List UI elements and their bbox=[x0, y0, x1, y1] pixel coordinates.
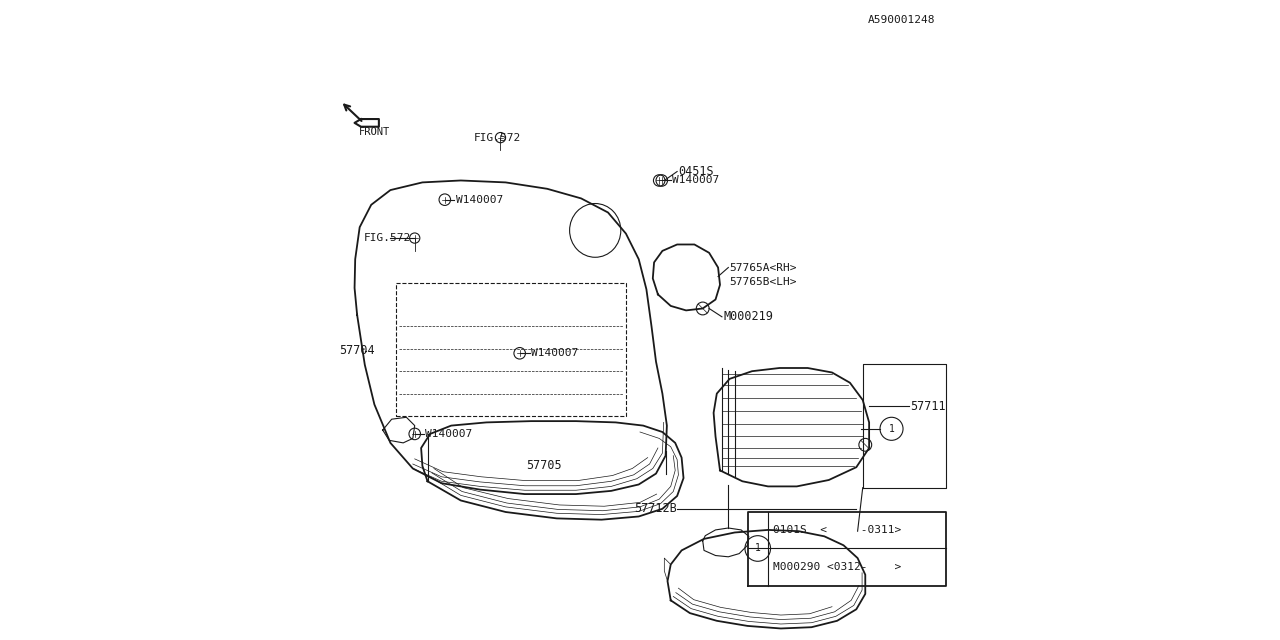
Text: 1: 1 bbox=[755, 543, 760, 554]
Text: 1: 1 bbox=[888, 424, 895, 434]
Text: 57705: 57705 bbox=[526, 460, 562, 472]
Text: 57712B: 57712B bbox=[635, 502, 677, 515]
Text: W140007: W140007 bbox=[531, 348, 579, 358]
Text: W140007: W140007 bbox=[672, 175, 719, 186]
Text: W140007: W140007 bbox=[456, 195, 503, 205]
Text: 57704: 57704 bbox=[339, 344, 375, 357]
Text: 0451S: 0451S bbox=[678, 165, 714, 178]
Text: M000290 <0312-    >: M000290 <0312- > bbox=[773, 562, 901, 572]
Text: M000219: M000219 bbox=[723, 310, 773, 323]
Text: 57765B<LH>: 57765B<LH> bbox=[730, 276, 797, 287]
Text: FRONT: FRONT bbox=[358, 127, 389, 138]
Text: A590001248: A590001248 bbox=[868, 15, 936, 26]
Text: FIG.572: FIG.572 bbox=[364, 233, 411, 243]
Text: 0101S  <     -0311>: 0101S < -0311> bbox=[773, 525, 901, 535]
Text: W140007: W140007 bbox=[425, 429, 472, 439]
Text: 57711: 57711 bbox=[910, 400, 946, 413]
Text: FIG.572: FIG.572 bbox=[474, 132, 521, 143]
Text: 57765A<RH>: 57765A<RH> bbox=[730, 262, 797, 273]
